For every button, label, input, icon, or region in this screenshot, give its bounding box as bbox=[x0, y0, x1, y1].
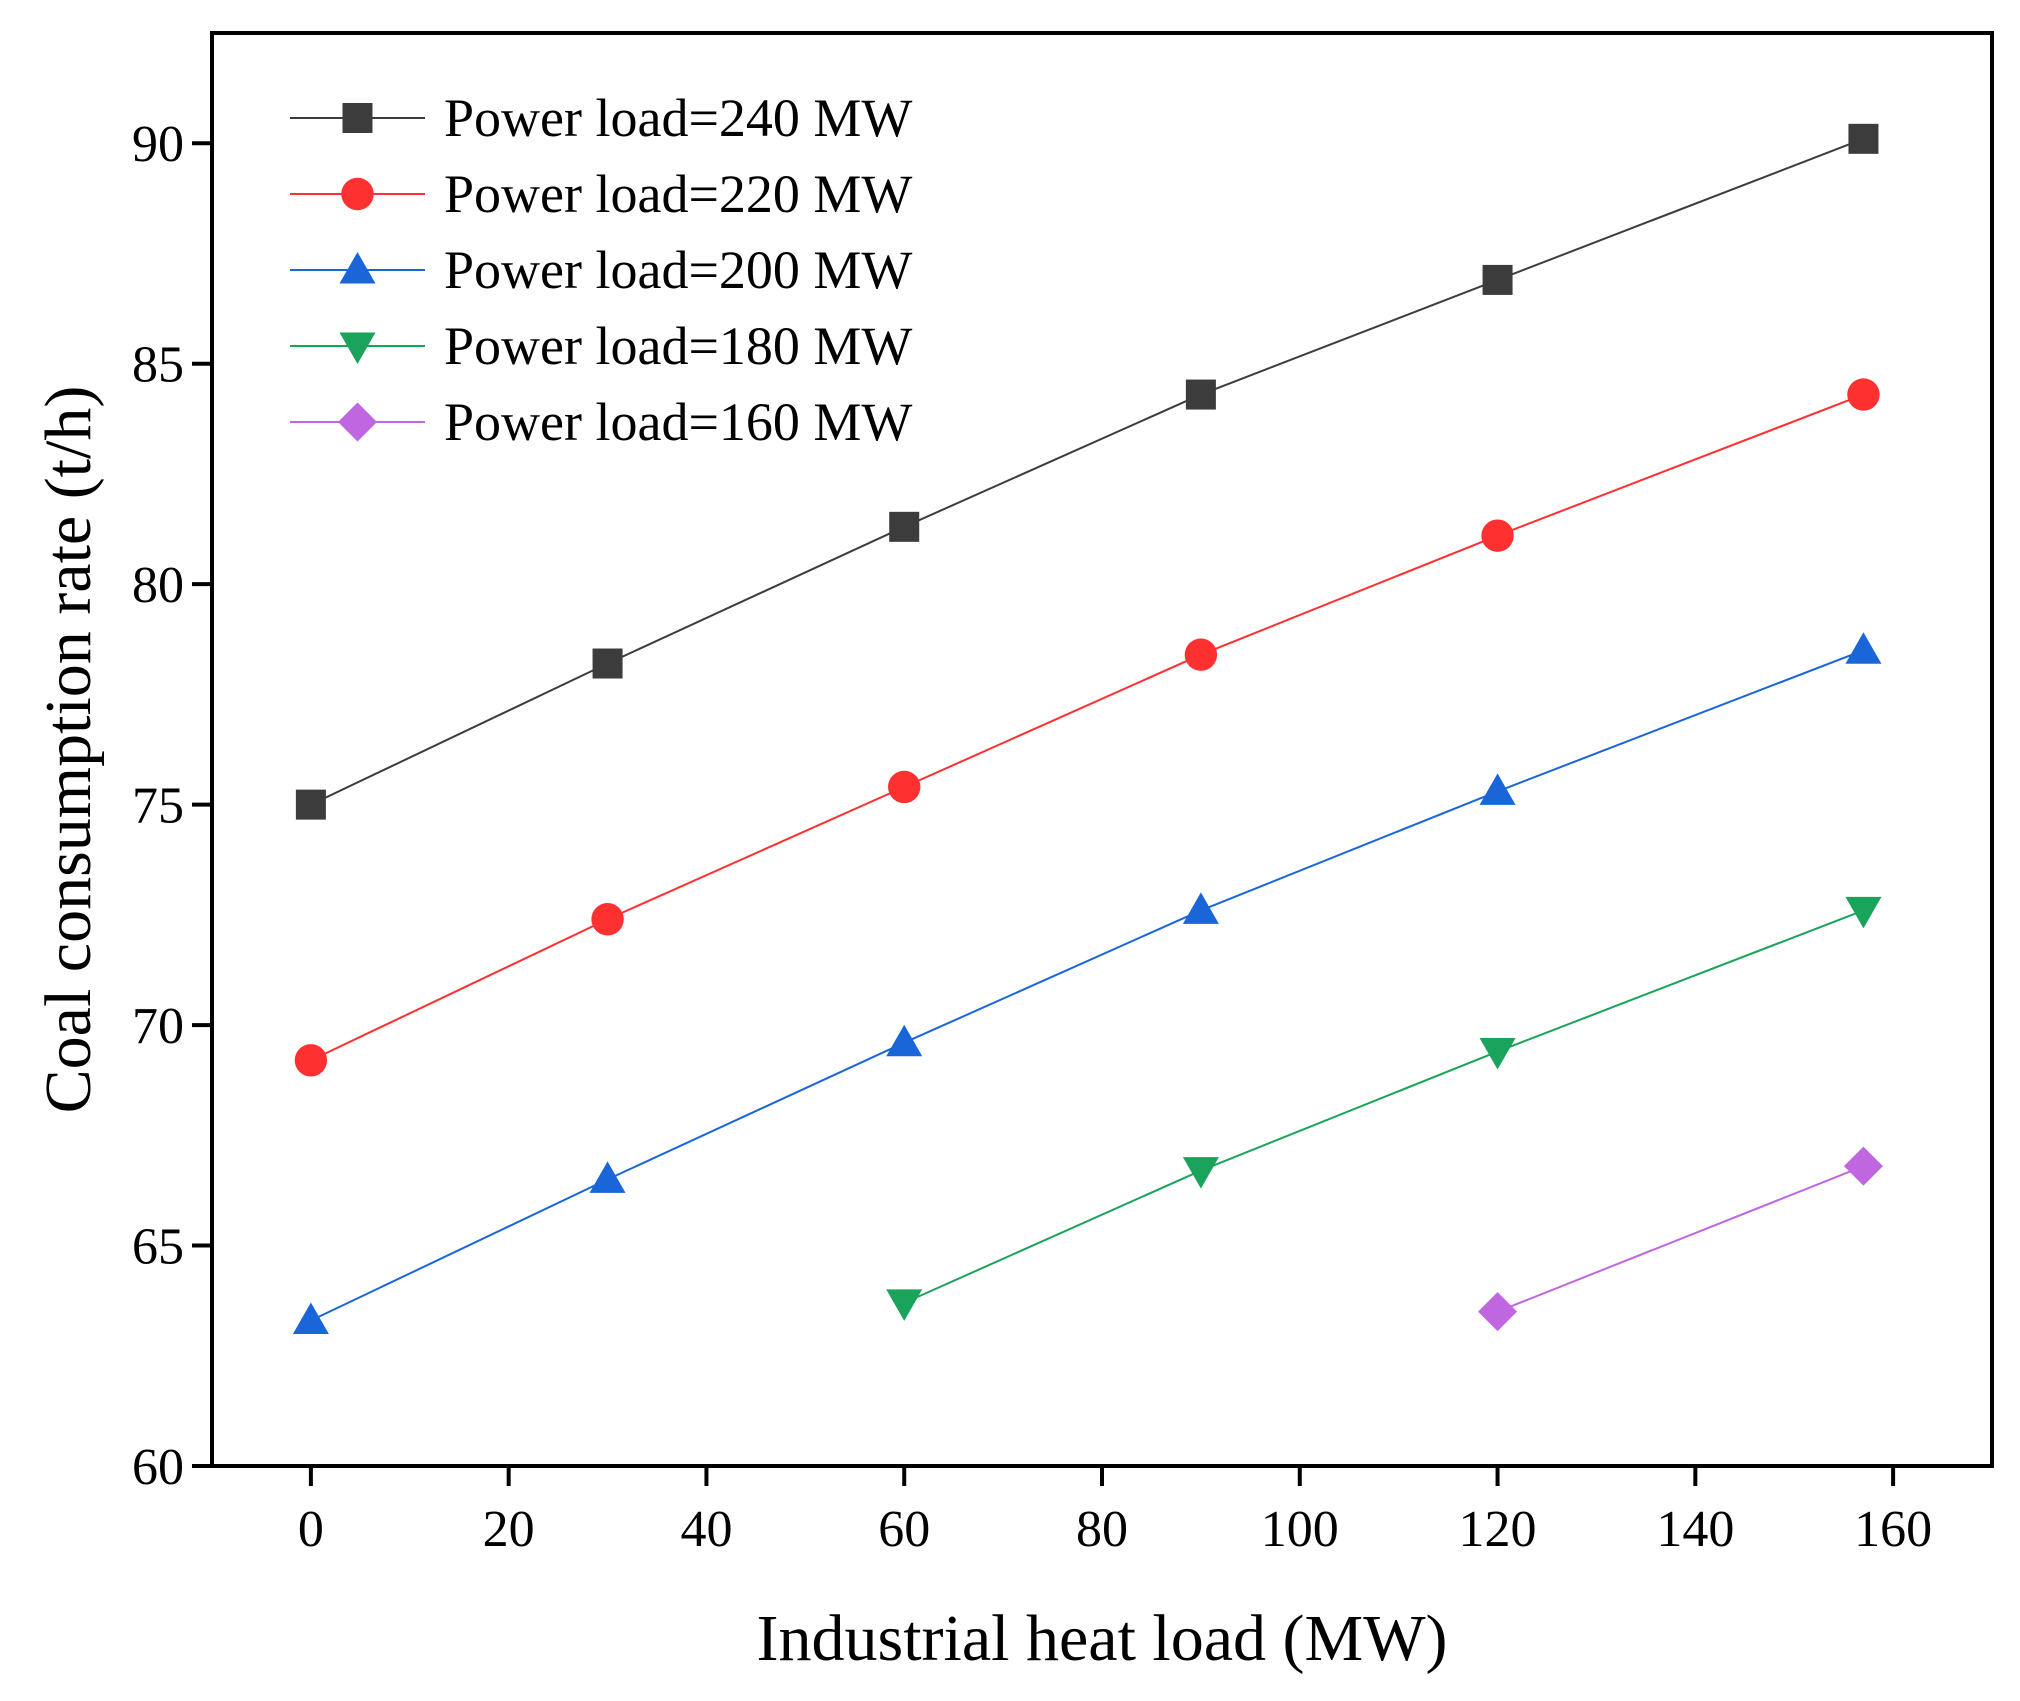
marker-diamond bbox=[1843, 1146, 1883, 1186]
marker-triangle-up bbox=[339, 252, 376, 284]
marker-square bbox=[592, 648, 623, 679]
y-tick-label: 70 bbox=[132, 998, 184, 1055]
marker-square bbox=[889, 511, 920, 542]
legend-item: Power load=200 MW bbox=[290, 240, 912, 300]
y-tick-label: 65 bbox=[132, 1219, 184, 1276]
y-tick-label: 75 bbox=[132, 778, 184, 835]
legend-label: Power load=240 MW bbox=[444, 88, 912, 148]
legend-label: Power load=180 MW bbox=[444, 316, 912, 376]
marker-triangle-up bbox=[589, 1161, 626, 1193]
legend-item: Power load=160 MW bbox=[290, 392, 912, 452]
x-tick-label: 60 bbox=[878, 1501, 930, 1558]
marker-triangle-up bbox=[1182, 892, 1219, 924]
series-2 bbox=[294, 378, 1880, 1077]
marker-diamond bbox=[1478, 1292, 1518, 1332]
series-4 bbox=[886, 896, 1882, 1321]
marker-triangle-up bbox=[1845, 632, 1882, 664]
legend-item: Power load=240 MW bbox=[290, 88, 912, 148]
x-tick-label: 140 bbox=[1656, 1501, 1734, 1558]
legend: Power load=240 MW Power load=220 MW Power … bbox=[290, 88, 912, 452]
marker-triangle-up bbox=[292, 1302, 329, 1334]
axis-ticks: 0 20 40 60 80 100 120 140 160 60 65 70 75 80 85 90 bbox=[132, 116, 1932, 1558]
marker-circle bbox=[294, 1044, 328, 1077]
marker-triangle-down bbox=[339, 332, 376, 364]
x-tick-label: 20 bbox=[483, 1501, 535, 1558]
y-tick-label: 80 bbox=[132, 557, 184, 614]
legend-item: Power load=180 MW bbox=[290, 316, 912, 376]
x-tick-label: 0 bbox=[298, 1501, 324, 1558]
marker-circle bbox=[591, 903, 624, 936]
marker-circle bbox=[1847, 378, 1880, 411]
marker-circle bbox=[1481, 519, 1514, 552]
x-tick-label: 100 bbox=[1261, 1501, 1339, 1558]
series-3 bbox=[292, 632, 1882, 1334]
marker-triangle-down bbox=[1182, 1157, 1219, 1189]
marker-square bbox=[1185, 379, 1216, 410]
marker-square bbox=[342, 103, 373, 133]
series-line bbox=[310, 393, 1864, 1062]
series-line bbox=[310, 137, 1864, 806]
marker-square bbox=[295, 789, 326, 820]
x-tick-label: 80 bbox=[1076, 1501, 1128, 1558]
legend-item: Power load=220 MW bbox=[290, 164, 912, 224]
marker-triangle-up bbox=[1479, 773, 1516, 805]
x-tick-label: 40 bbox=[680, 1501, 732, 1558]
marker-circle bbox=[888, 770, 921, 804]
x-tick-label: 160 bbox=[1854, 1501, 1932, 1558]
marker-circle bbox=[1184, 638, 1218, 671]
y-tick-label: 90 bbox=[132, 116, 184, 173]
legend-label: Power load=220 MW bbox=[444, 164, 912, 224]
legend-label: Power load=200 MW bbox=[444, 240, 912, 300]
marker-triangle-down bbox=[1479, 1038, 1516, 1070]
series-5 bbox=[1478, 1146, 1883, 1332]
series-line bbox=[310, 649, 1864, 1322]
series-layer bbox=[292, 123, 1883, 1334]
series-line bbox=[903, 909, 1864, 1304]
marker-triangle-down bbox=[1845, 896, 1882, 929]
marker-square bbox=[1482, 264, 1513, 295]
x-axis-title: Industrial heat load (MW) bbox=[757, 1602, 1448, 1675]
marker-triangle-down bbox=[886, 1289, 923, 1321]
y-tick-label: 60 bbox=[132, 1439, 184, 1496]
y-tick-label: 85 bbox=[132, 337, 184, 394]
series-line bbox=[1497, 1165, 1864, 1313]
legend-label: Power load=160 MW bbox=[444, 392, 912, 452]
x-tick-label: 120 bbox=[1459, 1501, 1537, 1558]
series-1 bbox=[295, 123, 1879, 820]
marker-square bbox=[1848, 123, 1879, 154]
marker-circle bbox=[341, 177, 374, 211]
y-axis-title: Coal consumption rate (t/h) bbox=[32, 386, 105, 1114]
marker-triangle-up bbox=[886, 1024, 923, 1057]
marker-diamond bbox=[338, 402, 377, 442]
